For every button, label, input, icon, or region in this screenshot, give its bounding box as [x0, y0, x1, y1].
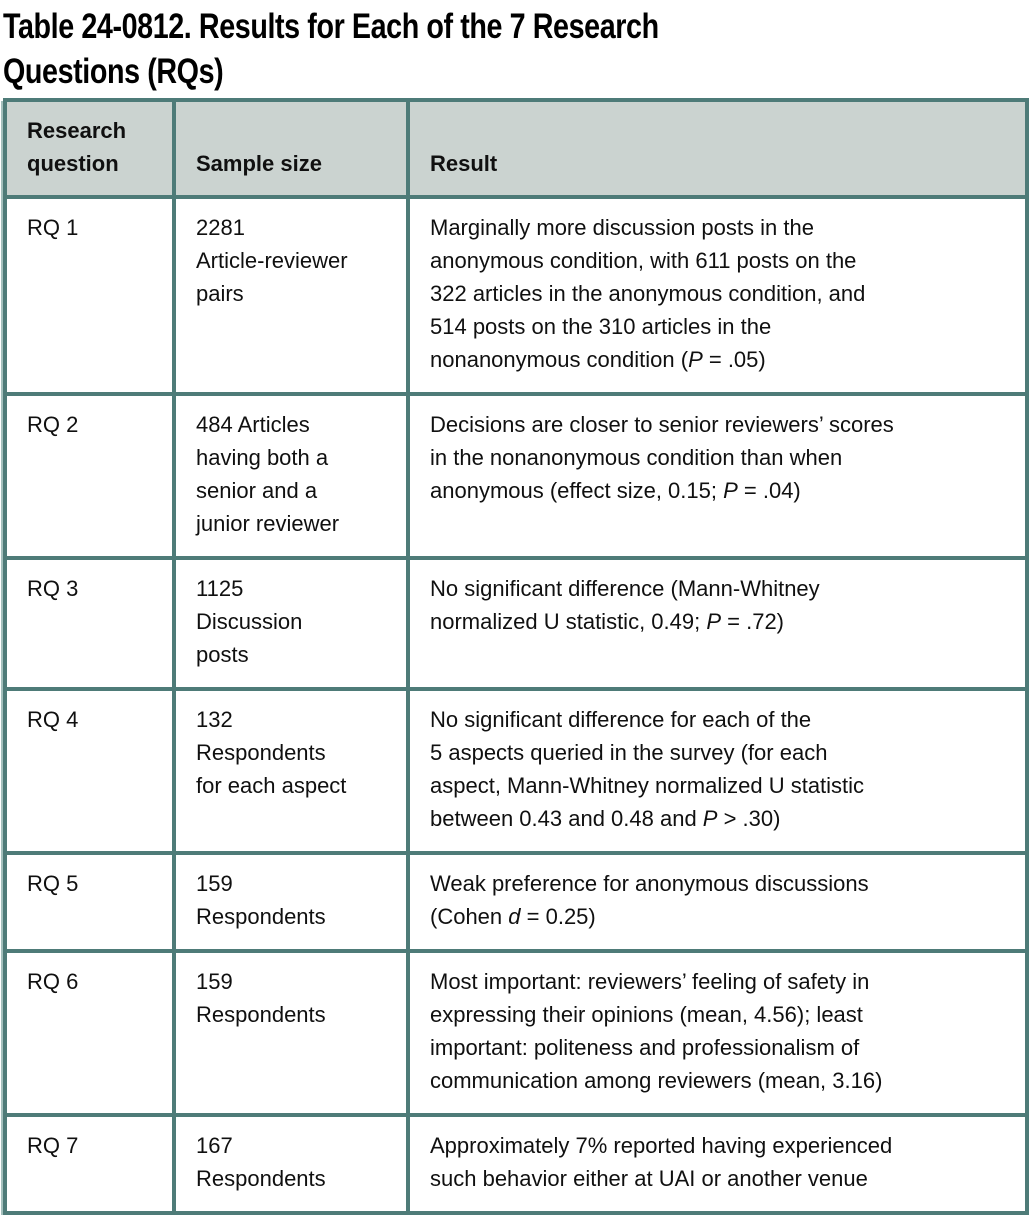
rq-cell: RQ 2 — [3, 392, 176, 560]
result-text: Most important: reviewers’ feeling of sa… — [430, 969, 883, 1093]
sample-size-cell: 1125 Discussion posts — [172, 556, 410, 691]
result-cell: Decisions are closer to senior reviewers… — [406, 392, 1029, 560]
rq-cell: RQ 6 — [3, 949, 176, 1117]
rq-cell: RQ 1 — [3, 195, 176, 396]
result-text: Decisions are closer to senior reviewers… — [430, 412, 894, 503]
stat-symbol: P — [706, 609, 722, 634]
stat-symbol: P — [723, 478, 738, 503]
table-row: RQ 4 132 Respondents for each aspect No si… — [3, 687, 1029, 855]
result-text: > .30) — [717, 806, 781, 831]
table-row: RQ 1 2281 Article-reviewer pairs Marginall… — [3, 195, 1029, 396]
result-text: Approximately 7% reported having experie… — [430, 1133, 893, 1191]
table-row: RQ 2 484 Articles having both a senior an… — [3, 392, 1029, 560]
stat-symbol: P — [702, 806, 718, 831]
stat-symbol: P — [688, 347, 703, 372]
table-row: RQ 3 1125 Discussion posts No significant … — [3, 556, 1029, 691]
result-cell: No significant difference (Mann-Whitney … — [406, 556, 1029, 691]
result-text: = 0.25) — [520, 904, 596, 929]
result-text: = .72) — [721, 609, 785, 634]
result-cell: Most important: reviewers’ feeling of sa… — [406, 949, 1029, 1117]
sample-size-cell: 2281 Article-reviewer pairs — [172, 195, 410, 396]
column-header-result: Result — [406, 98, 1029, 199]
sample-size-cell: 159 Respondents — [172, 949, 410, 1117]
column-header-sample-size: Sample size — [172, 98, 410, 199]
results-table: Research question Sample size Result RQ … — [3, 98, 1029, 1215]
result-text: = .04) — [737, 478, 801, 503]
result-text: No significant difference (Mann-Whitney … — [430, 576, 820, 634]
rq-cell: RQ 3 — [3, 556, 176, 691]
rq-cell: RQ 7 — [3, 1113, 176, 1215]
header-row: Research question Sample size Result — [3, 98, 1029, 199]
table-row: RQ 5 159 Respondents Weak preference for a… — [3, 851, 1029, 953]
result-cell: Marginally more discussion posts in the … — [406, 195, 1029, 396]
sample-size-cell: 132 Respondents for each aspect — [172, 687, 410, 855]
result-text: Marginally more discussion posts in the … — [430, 215, 866, 372]
sample-size-cell: 159 Respondents — [172, 851, 410, 953]
result-text: Weak preference for anonymous discussion… — [430, 871, 869, 929]
table-row: RQ 6 159 Respondents Most important: revie… — [3, 949, 1029, 1117]
sample-size-cell: 167 Respondents — [172, 1113, 410, 1215]
table-title: Table 24-0812. Results for Each of the 7… — [3, 7, 659, 91]
result-text: No significant difference for each of th… — [430, 707, 865, 831]
rq-cell: RQ 4 — [3, 687, 176, 855]
column-header-research-question: Research question — [3, 98, 176, 199]
result-text: = .05) — [702, 347, 766, 372]
sample-size-cell: 484 Articles having both a senior and a … — [172, 392, 410, 560]
rq-cell: RQ 5 — [3, 851, 176, 953]
result-cell: No significant difference for each of th… — [406, 687, 1029, 855]
result-cell: Weak preference for anonymous discussion… — [406, 851, 1029, 953]
table-body: RQ 1 2281 Article-reviewer pairs Marginall… — [3, 195, 1029, 1215]
result-cell: Approximately 7% reported having experie… — [406, 1113, 1029, 1215]
table-header: Research question Sample size Result — [3, 98, 1029, 199]
table-row: RQ 7 167 Respondents Approximately 7% repo… — [3, 1113, 1029, 1215]
stat-symbol: d — [508, 904, 521, 929]
